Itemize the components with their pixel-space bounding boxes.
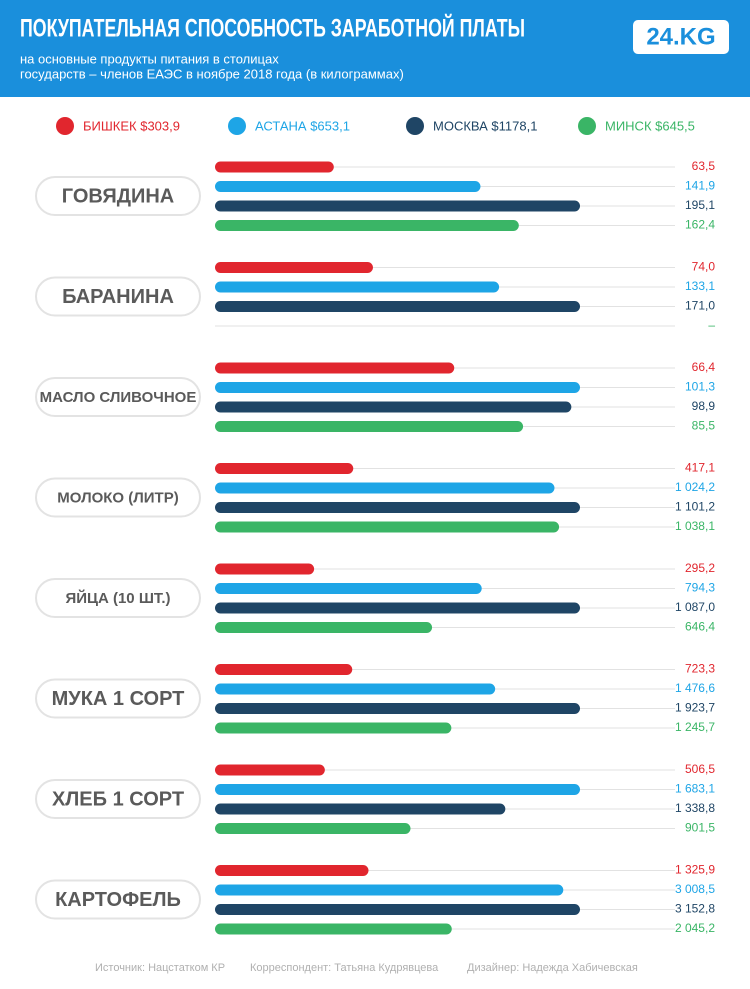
- bar: [215, 401, 572, 413]
- value-label: 646,4: [685, 620, 715, 634]
- value-label: 171,0: [685, 299, 715, 313]
- value-label: 3 008,5: [675, 882, 715, 896]
- legend-marker: [578, 117, 596, 135]
- legend-marker: [56, 117, 74, 135]
- value-label: 1 923,7: [675, 701, 715, 715]
- bar: [215, 703, 580, 714]
- legend-label: АСТАНА $653,1: [255, 118, 350, 133]
- bar: [215, 521, 560, 533]
- bar: [215, 301, 580, 312]
- category-label: МУКА 1 СОРТ: [52, 688, 185, 710]
- value-label: 195,1: [685, 198, 715, 212]
- category-pill: [35, 779, 201, 819]
- legend-label: МИНСК $645,5: [605, 118, 695, 133]
- value-label: 901,5: [685, 821, 715, 835]
- bar: [215, 362, 455, 374]
- value-label: 133,1: [685, 279, 715, 293]
- bar: [215, 784, 580, 795]
- category-label: МОЛОКО (ЛИТР): [57, 489, 178, 506]
- bar: [215, 583, 482, 594]
- category-pill: [35, 477, 201, 518]
- bar: [215, 722, 452, 734]
- bar: [215, 865, 369, 876]
- title: ПОКУПАТЕЛЬНАЯ СПОСОБНОСТЬ ЗАРАБОТНОЙ ПЛА…: [20, 13, 525, 43]
- value-label: 1 338,8: [675, 801, 715, 815]
- value-label: –: [708, 318, 715, 332]
- category-pill: [35, 176, 201, 216]
- bar: [215, 220, 519, 231]
- header: [0, 0, 750, 97]
- bar: [215, 563, 315, 575]
- logo-box: [633, 20, 729, 54]
- bar: [215, 803, 506, 815]
- subtitle: на основные продукты питания в столицах: [20, 51, 279, 66]
- bar: [215, 281, 500, 293]
- value-label: 506,5: [685, 762, 715, 776]
- bar: [215, 664, 353, 675]
- value-label: 162,4: [685, 218, 715, 232]
- value-label: 101,3: [685, 380, 715, 394]
- category-label: ГОВЯДИНА: [62, 185, 174, 207]
- legend-marker: [228, 117, 246, 135]
- legend-label: МОСКВА $1178,1: [433, 118, 537, 133]
- category-pill: [35, 377, 201, 417]
- bar: [215, 421, 524, 432]
- logo: 24.KG: [646, 23, 715, 50]
- value-label: 1 038,1: [675, 519, 715, 533]
- value-label: 1 325,9: [675, 863, 715, 877]
- value-label: 63,5: [692, 159, 716, 173]
- bar: [215, 923, 452, 935]
- legend-label: БИШКЕК $303,9: [83, 118, 180, 133]
- bar: [215, 884, 564, 896]
- value-label: 794,3: [685, 581, 715, 595]
- category-label: БАРАНИНА: [62, 286, 174, 308]
- category-pill: [35, 879, 201, 920]
- category-pill: [35, 678, 201, 719]
- bar: [215, 683, 496, 695]
- category-label: ЯЙЦА (10 ШТ.): [65, 589, 170, 607]
- bar: [215, 382, 580, 393]
- legend-marker: [406, 117, 424, 135]
- bar: [215, 161, 334, 173]
- bar: [215, 200, 580, 212]
- value-label: 98,9: [692, 399, 716, 413]
- value-label: 1 245,7: [675, 720, 715, 734]
- footer-text: Корреспондент: Татьяна Кудрявцева: [250, 962, 439, 974]
- value-label: 2 045,2: [675, 921, 715, 935]
- value-label: 1 476,6: [675, 681, 715, 695]
- value-label: 1 087,0: [675, 600, 715, 614]
- bar: [215, 482, 555, 494]
- bar: [215, 181, 481, 192]
- category-label: МАСЛО СЛИВОЧНОЕ: [40, 389, 197, 406]
- bar: [215, 622, 433, 633]
- category-label: ХЛЕБ 1 СОРТ: [52, 788, 184, 810]
- value-label: 141,9: [685, 179, 715, 193]
- value-label: 3 152,8: [675, 902, 715, 916]
- value-label: 66,4: [692, 360, 716, 374]
- value-label: 85,5: [692, 419, 716, 433]
- bar: [215, 262, 373, 273]
- category-pill: [35, 578, 201, 618]
- value-label: 1 101,2: [675, 500, 715, 514]
- bar: [215, 602, 580, 614]
- value-label: 417,1: [685, 461, 715, 475]
- subtitle: государств – членов ЕАЭС в ноябре 2018 г…: [20, 66, 404, 81]
- value-label: 1 024,2: [675, 480, 715, 494]
- bar: [215, 502, 580, 513]
- bar: [215, 904, 580, 915]
- footer-text: Дизайнер: Надежда Хабичевская: [467, 962, 638, 974]
- value-label: 295,2: [685, 561, 715, 575]
- footer-text: Источник: Нацстатком КР: [95, 962, 225, 974]
- category-label: КАРТОФЕЛЬ: [55, 889, 181, 911]
- value-label: 723,3: [685, 662, 715, 676]
- bar: [215, 463, 354, 474]
- bar: [215, 764, 325, 776]
- bar: [215, 823, 411, 834]
- category-pill: [35, 276, 201, 317]
- value-label: 1 683,1: [675, 782, 715, 796]
- value-label: 74,0: [692, 260, 716, 274]
